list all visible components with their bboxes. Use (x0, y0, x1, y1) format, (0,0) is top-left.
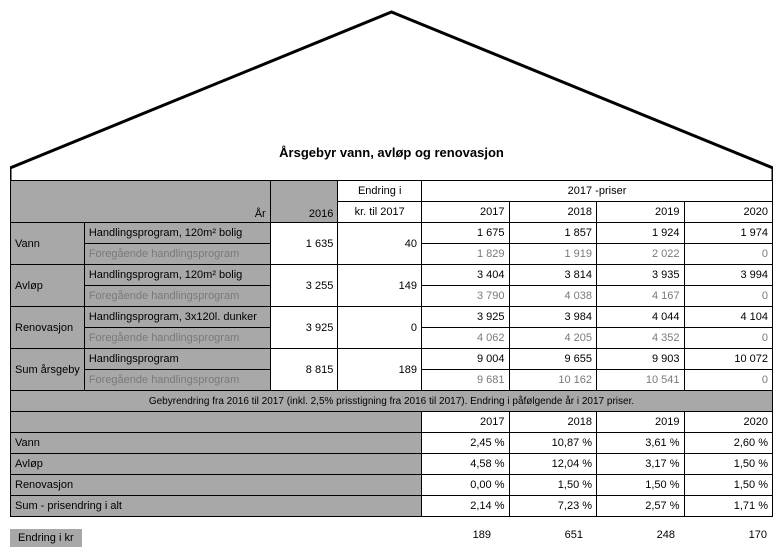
footer-v20: 170 (681, 529, 773, 541)
cell: 10 541 (597, 370, 684, 391)
header-change-line2: kr. til 2017 (338, 202, 422, 223)
pct-header-2017: 2017 (422, 412, 509, 433)
house-roof: Årsgebyr vann, avløp og renovasjon (10, 10, 773, 180)
pct-cell: 4,58 % (422, 454, 509, 475)
cell: 3 790 (422, 286, 509, 307)
pct-cell: 2,45 % (422, 433, 509, 454)
pct-label: Vann (11, 433, 422, 454)
row-category: Avløp (11, 265, 85, 307)
pct-cell: 10,87 % (509, 433, 597, 454)
row-label: Handlingsprogram (84, 349, 270, 370)
pct-header-2020: 2020 (684, 412, 773, 433)
page-title: Årsgebyr vann, avløp og renovasjon (10, 145, 773, 160)
cell: 4 038 (509, 286, 597, 307)
header-change-line1: Endring i (338, 181, 422, 202)
pct-cell: 12,04 % (509, 454, 597, 475)
footer-v18: 651 (497, 529, 589, 541)
cell-base: 1 635 (270, 223, 338, 265)
pct-cell: 1,50 % (597, 475, 684, 496)
header-2018: 2018 (509, 202, 597, 223)
row-category: Sum årsgeby (11, 349, 85, 391)
footer-label: Endring i kr (10, 529, 82, 547)
header-year-label: År (11, 181, 271, 223)
header-prices: 2017 -priser (422, 181, 773, 202)
cell: 0 (684, 328, 773, 349)
row-sublabel: Foregående handlingsprogram (84, 244, 270, 265)
cell: 4 062 (422, 328, 509, 349)
cell: 0 (684, 244, 773, 265)
row-label: Handlingsprogram, 120m² bolig (84, 223, 270, 244)
pct-cell: 2,60 % (684, 433, 773, 454)
header-base-year: 2016 (270, 181, 338, 223)
cell-base: 8 815 (270, 349, 338, 391)
cell-change: 0 (338, 307, 422, 349)
pct-cell: 1,50 % (684, 475, 773, 496)
pct-cell: 3,17 % (597, 454, 684, 475)
row-category: Vann (11, 223, 85, 265)
pct-cell: 1,50 % (509, 475, 597, 496)
cell: 9 004 (422, 349, 509, 370)
cell: 1 974 (684, 223, 773, 244)
cell: 1 919 (509, 244, 597, 265)
cell: 1 829 (422, 244, 509, 265)
row-sublabel: Foregående handlingsprogram (84, 370, 270, 391)
pct-cell: 2,14 % (422, 496, 509, 517)
cell: 1 924 (597, 223, 684, 244)
pct-cell: 2,57 % (597, 496, 684, 517)
pct-label: Renovasjon (11, 475, 422, 496)
note-row: Gebyrendring fra 2016 til 2017 (inkl. 2,… (11, 391, 773, 412)
cell: 3 994 (684, 265, 773, 286)
cell: 3 404 (422, 265, 509, 286)
footer-row: Endring i kr 189 651 248 170 (10, 517, 773, 547)
footer-v19: 248 (589, 529, 681, 541)
row-sublabel: Foregående handlingsprogram (84, 328, 270, 349)
header-2017: 2017 (422, 202, 509, 223)
cell: 9 681 (422, 370, 509, 391)
pct-label: Sum - prisendring i alt (11, 496, 422, 517)
row-label: Handlingsprogram, 120m² bolig (84, 265, 270, 286)
cell-change: 149 (338, 265, 422, 307)
cell: 4 205 (509, 328, 597, 349)
cell: 3 814 (509, 265, 597, 286)
cell: 3 984 (509, 307, 597, 328)
pct-header-2018: 2018 (509, 412, 597, 433)
cell-base: 3 255 (270, 265, 338, 307)
fees-table: År 2016 Endring i 2017 -priser kr. til 2… (10, 180, 773, 517)
cell: 4 167 (597, 286, 684, 307)
row-label: Handlingsprogram, 3x120l. dunker (84, 307, 270, 328)
cell: 0 (684, 286, 773, 307)
cell: 2 022 (597, 244, 684, 265)
cell-base: 3 925 (270, 307, 338, 349)
cell-change: 189 (338, 349, 422, 391)
cell: 4 044 (597, 307, 684, 328)
cell: 9 903 (597, 349, 684, 370)
header-2020: 2020 (684, 202, 773, 223)
cell-change: 40 (338, 223, 422, 265)
pct-header-blank (11, 412, 422, 433)
cell: 3 925 (422, 307, 509, 328)
cell: 9 655 (509, 349, 597, 370)
pct-cell: 0,00 % (422, 475, 509, 496)
pct-cell: 3,61 % (597, 433, 684, 454)
pct-cell: 1,71 % (684, 496, 773, 517)
cell: 4 104 (684, 307, 773, 328)
cell: 3 935 (597, 265, 684, 286)
row-category: Renovasjon (11, 307, 85, 349)
pct-cell: 7,23 % (509, 496, 597, 517)
cell: 4 352 (597, 328, 684, 349)
pct-label: Avløp (11, 454, 422, 475)
pct-cell: 1,50 % (684, 454, 773, 475)
pct-header-2019: 2019 (597, 412, 684, 433)
cell: 1 857 (509, 223, 597, 244)
header-2019: 2019 (597, 202, 684, 223)
row-sublabel: Foregående handlingsprogram (84, 286, 270, 307)
cell: 10 162 (509, 370, 597, 391)
cell: 10 072 (684, 349, 773, 370)
footer-v17: 189 (405, 529, 497, 541)
cell: 0 (684, 370, 773, 391)
cell: 1 675 (422, 223, 509, 244)
